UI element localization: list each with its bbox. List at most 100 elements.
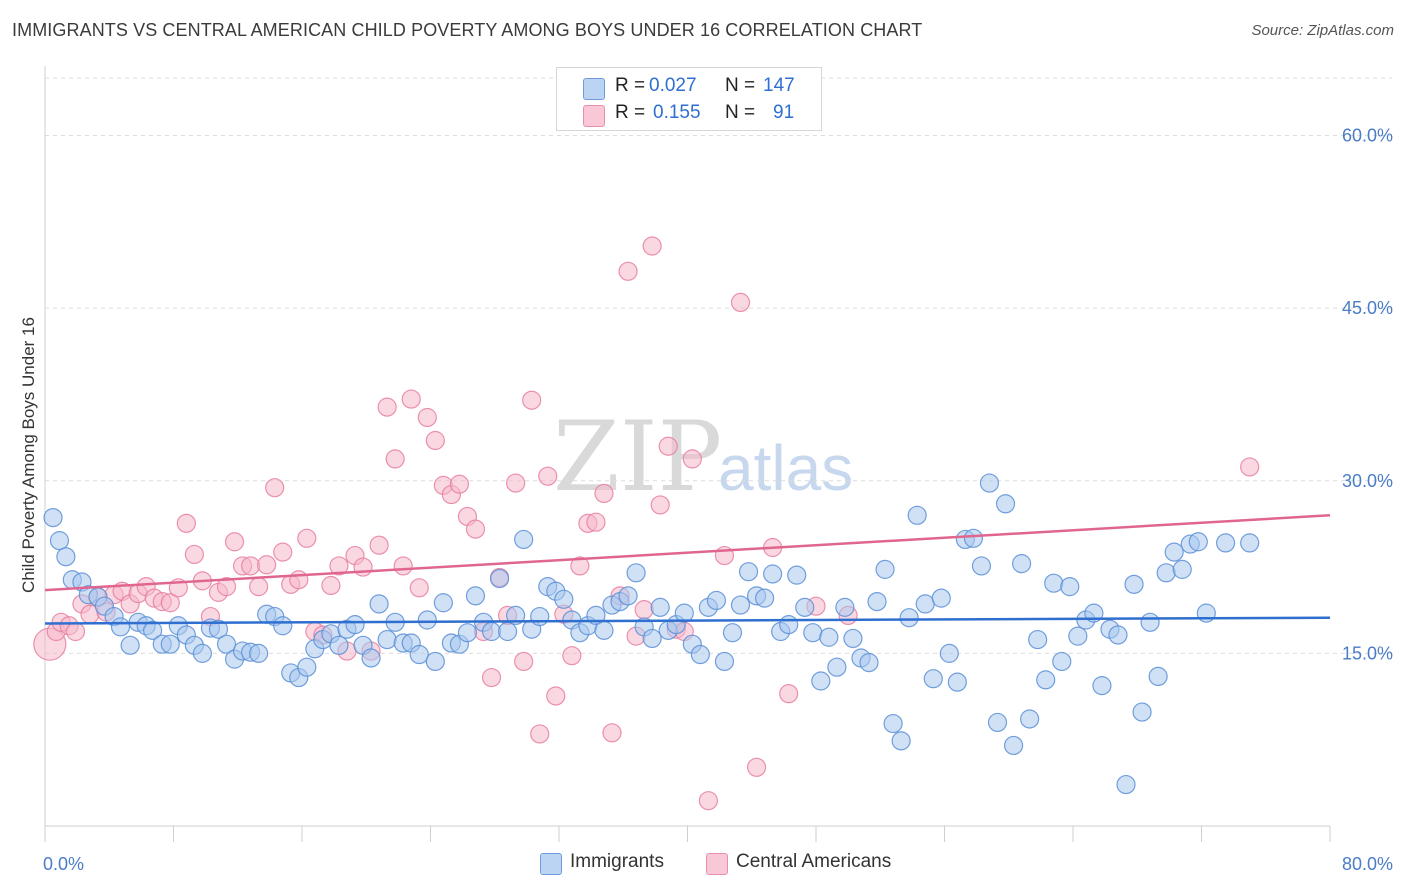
immigrants-point (1172, 559, 1192, 579)
immigrants-point (594, 620, 614, 640)
immigrants-point (1188, 532, 1208, 552)
central-americans-point (570, 556, 590, 576)
immigrants-point (779, 615, 799, 635)
immigrants-point (120, 635, 140, 655)
immigrants-point (618, 586, 638, 606)
chart-title: IMMIGRANTS VS CENTRAL AMERICAN CHILD POV… (12, 20, 923, 40)
immigrants-point (1044, 573, 1064, 593)
immigrants-point (674, 603, 694, 623)
central-americans-point (321, 575, 341, 596)
immigrants-point (506, 605, 526, 626)
central-americans-point (289, 570, 309, 590)
legend-central-n: 91 (773, 102, 795, 123)
immigrants-point (1092, 676, 1112, 696)
immigrants-point (626, 563, 646, 583)
immigrants-point (530, 606, 550, 627)
central-americans-point (249, 577, 269, 597)
immigrants-point (1240, 533, 1260, 553)
central-americans-point (698, 791, 718, 811)
central-americans-point (1240, 457, 1260, 477)
y-tick-label: 15.0% (1342, 643, 1393, 663)
immigrants-point (1028, 629, 1048, 650)
central-americans-point (65, 621, 86, 642)
immigrants-point (963, 528, 984, 548)
central-americans-point (682, 449, 702, 469)
immigrants-swatch (583, 78, 605, 100)
central-americans-point (401, 389, 421, 409)
immigrants-point (923, 669, 943, 689)
legend-r-label: R = (615, 102, 646, 123)
central-americans-point (514, 651, 534, 672)
immigrants-point (425, 651, 445, 672)
immigrants-point (875, 559, 895, 579)
immigrants-point (329, 635, 349, 655)
immigrants-point (297, 657, 317, 677)
immigrants-trend-line (44, 616, 1331, 625)
immigrants-point (714, 651, 735, 672)
immigrants-points (43, 473, 1260, 795)
immigrants-point (883, 713, 903, 734)
immigrants-point (987, 712, 1008, 733)
central-americans-point (506, 473, 526, 493)
central-americans-point (385, 449, 405, 469)
central-americans-point (273, 542, 293, 562)
immigrants-point (208, 619, 229, 639)
immigrants-point (110, 617, 131, 637)
central-americans-point (216, 577, 237, 597)
immigrants-point (216, 634, 237, 654)
immigrants-point (554, 589, 574, 609)
immigrants-point (192, 643, 213, 663)
immigrants-point (1036, 670, 1056, 690)
immigrants-point (738, 562, 759, 582)
central-americans-point (546, 686, 566, 706)
central-americans-point (530, 724, 550, 744)
immigrants-point (417, 610, 437, 630)
immigrants-point (1132, 702, 1152, 722)
central-americans-point (618, 261, 638, 281)
immigrants-point (811, 671, 831, 691)
immigrants-point (49, 531, 70, 551)
immigrants-point (1011, 554, 1032, 574)
immigrants-point (1068, 626, 1088, 646)
immigrants-point (835, 597, 855, 617)
immigrants-point (730, 595, 751, 615)
immigrants-point (722, 623, 743, 643)
x-tick-label: 0.0% (43, 854, 84, 874)
immigrants-point (891, 731, 911, 751)
central-americans-point (353, 557, 373, 577)
central-americans-point (160, 593, 180, 613)
immigrants-point (143, 620, 163, 640)
central-americans-point (241, 556, 261, 576)
central-americans-point (746, 757, 767, 777)
central-americans-point (425, 430, 445, 451)
bottom-legend-central-label: Central Americans (736, 851, 892, 872)
immigrants-point (1156, 563, 1176, 583)
central-americans-point (184, 544, 204, 565)
immigrants-point (361, 648, 381, 668)
trend-lines (44, 514, 1331, 625)
central-americans-point (393, 556, 413, 576)
immigrants-point (819, 627, 839, 647)
tick-labels: 15.0% 30.0% 45.0% 60.0% 0.0% 80.0% (43, 126, 1393, 874)
central-americans-point (329, 556, 349, 576)
immigrants-point (1124, 574, 1144, 594)
central-americans-point (562, 646, 582, 666)
central-americans-point (257, 555, 277, 575)
immigrants-point (273, 616, 293, 636)
immigrants-point (56, 547, 76, 567)
immigrants-point (465, 586, 486, 606)
immigrants-point (843, 628, 863, 649)
legend-n-label: N = (725, 75, 756, 96)
central-americans-point (602, 723, 622, 743)
immigrants-point (43, 507, 63, 528)
central-americans-point (369, 535, 389, 555)
axes (44, 66, 1331, 842)
immigrants-point (947, 672, 967, 692)
immigrants-point (1140, 612, 1160, 632)
central-americans-point (176, 513, 196, 533)
central-americans-point (297, 528, 317, 548)
immigrants-point (345, 615, 365, 635)
legend-n-label: N = (725, 102, 756, 123)
legend-immigrants-r: 0.027 (649, 75, 697, 96)
